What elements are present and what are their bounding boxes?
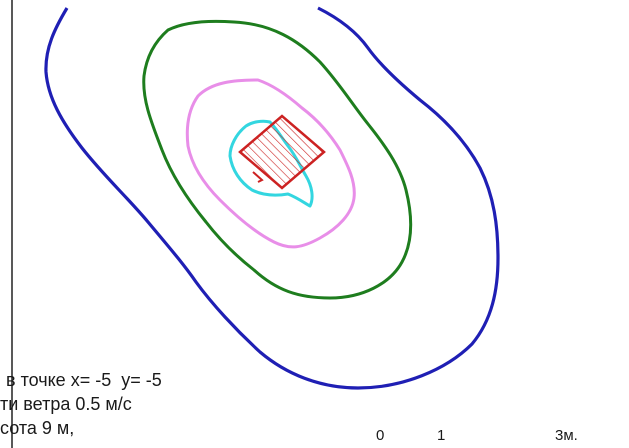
isoline-outer (44, 6, 500, 390)
isoline-second (142, 19, 413, 300)
caption-line-2: ти ветра 0.5 м/с (0, 394, 132, 414)
scale-label-1: 1 (437, 427, 446, 444)
isoline-third (185, 78, 356, 249)
caption-line-3: сота 9 м, (0, 418, 75, 438)
scale-label-0: 0 (376, 427, 385, 444)
source-object (238, 114, 326, 190)
caption-line-1: в точке x= -5 y= -5 (6, 370, 162, 390)
scale-label-3m: 3м. (555, 427, 578, 444)
